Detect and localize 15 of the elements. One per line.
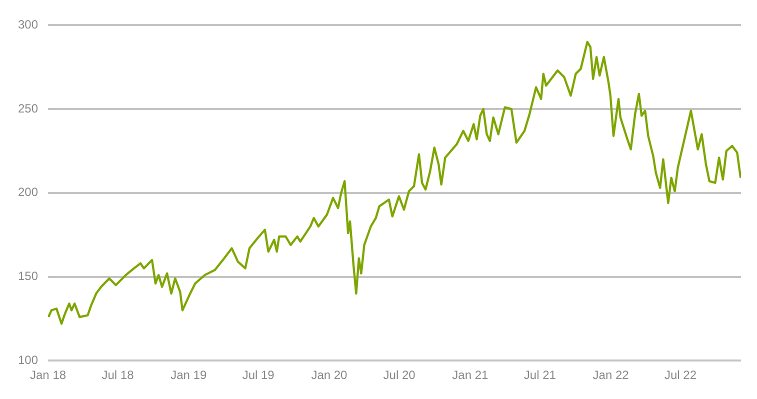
x-tick-label: Jan 22 bbox=[592, 368, 630, 382]
y-tick-label: 150 bbox=[18, 269, 38, 284]
x-tick-label: Jan 18 bbox=[30, 368, 66, 382]
x-tick-label: Jan 19 bbox=[170, 368, 207, 382]
x-tick-label: Jul 20 bbox=[383, 368, 416, 382]
x-tick-label: Jul 19 bbox=[242, 368, 275, 382]
x-tick-label: Jul 18 bbox=[102, 368, 134, 382]
x-tick-label: Jul 22 bbox=[664, 368, 697, 382]
y-tick-label: 200 bbox=[18, 185, 38, 200]
y-tick-label: 300 bbox=[18, 18, 38, 32]
y-tick-label: 100 bbox=[18, 352, 38, 367]
y-tick-label: 250 bbox=[18, 101, 38, 116]
x-tick-label: Jan 21 bbox=[452, 368, 489, 382]
x-tick-label: Jul 21 bbox=[524, 368, 556, 382]
x-tick-label: Jan 20 bbox=[311, 368, 348, 382]
